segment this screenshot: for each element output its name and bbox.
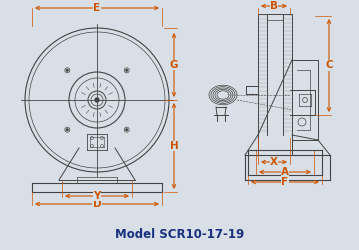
Text: A: A	[281, 167, 289, 177]
Circle shape	[95, 98, 99, 102]
Text: G: G	[170, 60, 178, 70]
Text: E: E	[93, 3, 101, 13]
Circle shape	[126, 129, 127, 130]
Circle shape	[126, 70, 127, 71]
Text: H: H	[169, 141, 178, 151]
Text: X: X	[270, 157, 278, 167]
Text: Model SCR10-17-19: Model SCR10-17-19	[115, 228, 244, 241]
Text: D: D	[93, 199, 101, 209]
Circle shape	[66, 70, 68, 71]
Text: Y: Y	[93, 191, 101, 201]
Text: B: B	[270, 1, 278, 11]
Circle shape	[66, 129, 68, 130]
Text: F: F	[281, 177, 289, 187]
Text: C: C	[325, 60, 333, 70]
